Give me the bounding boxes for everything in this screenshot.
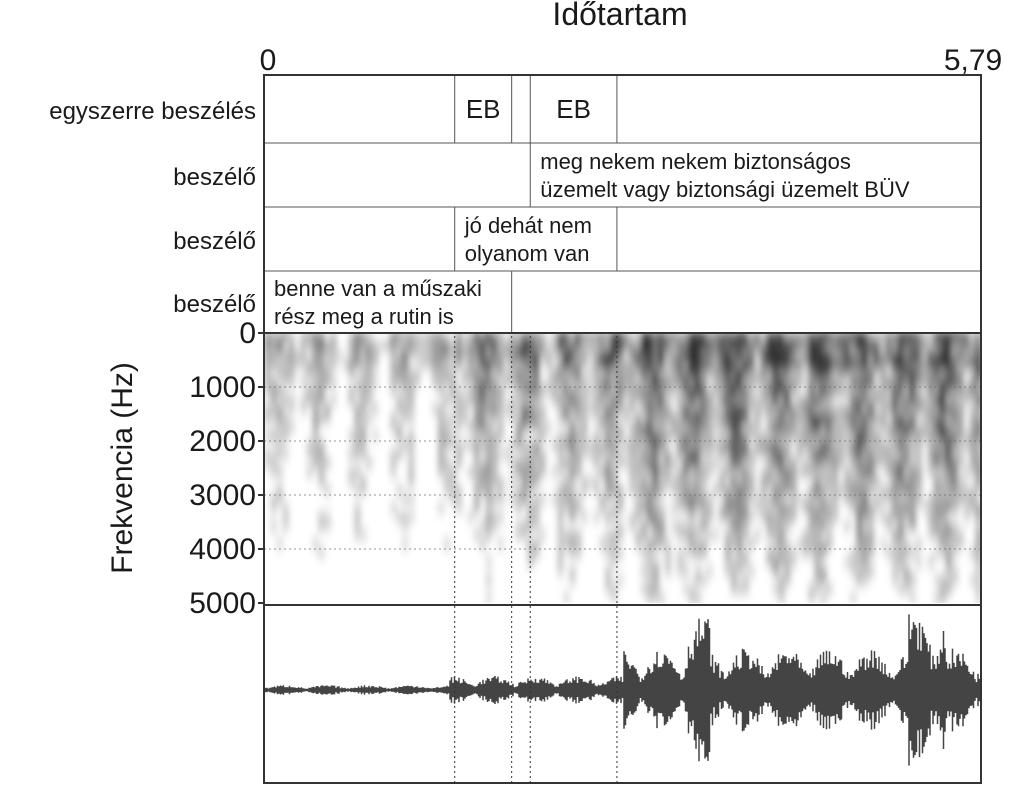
frequency-tick-label: 0 — [239, 317, 256, 350]
tiers-frame — [263, 74, 982, 334]
interval-text: EB — [466, 94, 501, 124]
tier-label: egyszerre beszélés — [49, 98, 256, 125]
frequency-tick-label: 5000 — [189, 587, 256, 620]
frequency-axis: 0 1000 2000 3000 4000 5000 Frekvencia (Hz) — [106, 317, 264, 620]
interval-text: meg nekem nekem biztonságos — [540, 149, 851, 174]
tier-label: beszélő — [173, 228, 256, 255]
time-axis-end: 5,79 — [944, 44, 1002, 77]
interval-text: olyanom van — [465, 241, 590, 266]
frequency-tick-label: 1000 — [189, 371, 256, 404]
interval-guides — [454, 333, 618, 783]
tier-label: beszélő — [173, 164, 256, 191]
interval-text: üzemelt vagy biztonsági üzemelt BÜV — [540, 177, 910, 202]
spectrogram — [264, 333, 981, 603]
interval-text: jó dehát nem — [464, 213, 592, 238]
time-axis-title: Időtartam — [552, 0, 687, 32]
waveform — [264, 614, 981, 766]
interval-text: benne van a műszaki — [274, 276, 482, 301]
tier-label: beszélő — [173, 291, 256, 318]
interval-text: rész meg a rutin is — [274, 304, 454, 329]
frequency-axis-title: Frekvencia (Hz) — [106, 362, 139, 574]
frequency-tick-label: 3000 — [189, 479, 256, 512]
frequency-tick-label: 4000 — [189, 533, 256, 566]
annotation-tiers: beszélő benne van a műszaki rész meg a rut… — [49, 74, 981, 333]
interval-text: EB — [556, 94, 591, 124]
time-axis: 0 Időtartam 5,79 — [260, 0, 1003, 77]
spectrogram-panel — [264, 333, 981, 603]
waveform-panel — [264, 614, 981, 766]
frequency-tick-label: 2000 — [189, 425, 256, 458]
time-axis-start: 0 — [260, 44, 277, 77]
